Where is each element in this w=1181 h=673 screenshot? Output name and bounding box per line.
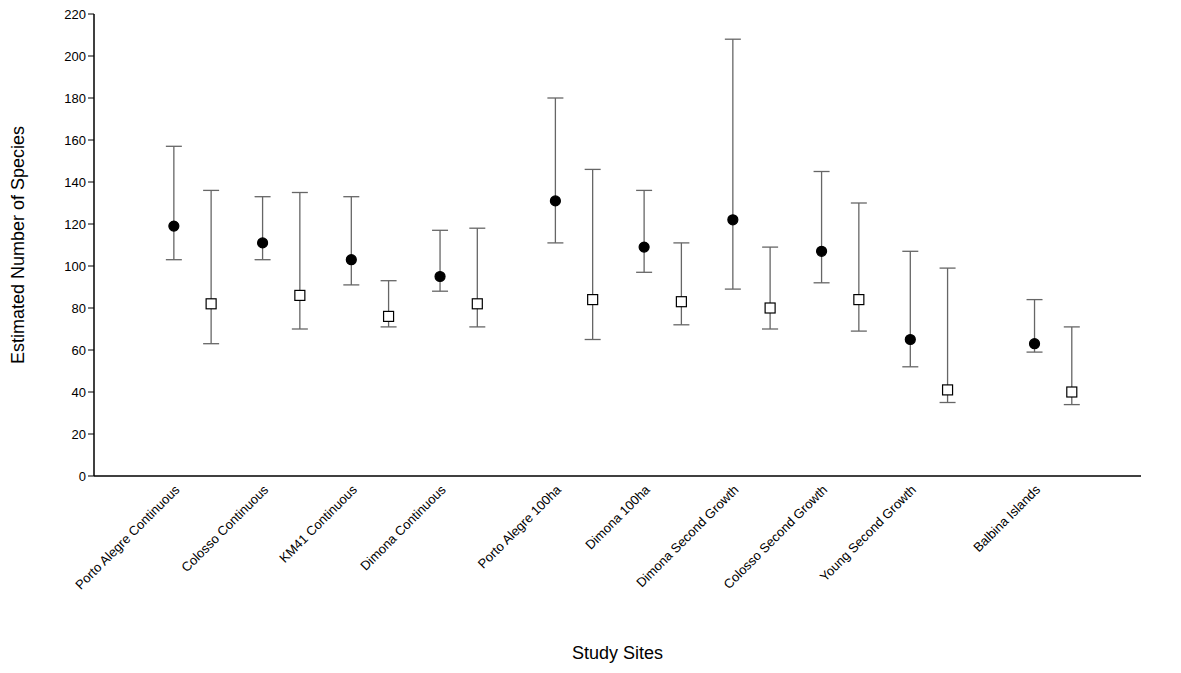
svg-text:40: 40 <box>72 385 86 400</box>
svg-text:Balbina Islands: Balbina Islands <box>970 482 1043 555</box>
svg-text:0: 0 <box>79 469 86 484</box>
svg-text:20: 20 <box>72 427 86 442</box>
svg-text:100: 100 <box>64 259 86 274</box>
svg-text:Young Second Growth: Young Second Growth <box>817 482 919 584</box>
svg-text:60: 60 <box>72 343 86 358</box>
svg-text:200: 200 <box>64 49 86 64</box>
svg-text:180: 180 <box>64 91 86 106</box>
svg-text:Dimona 100ha: Dimona 100ha <box>582 482 653 553</box>
svg-text:Colosso Second Growth: Colosso Second Growth <box>720 482 830 592</box>
svg-text:120: 120 <box>64 217 86 232</box>
svg-text:Estimated Number of Species: Estimated Number of Species <box>8 126 28 364</box>
svg-text:220: 220 <box>64 7 86 22</box>
svg-text:Porto Alegre Continuous: Porto Alegre Continuous <box>72 482 183 593</box>
svg-text:Dimona Second Growth: Dimona Second Growth <box>633 482 741 590</box>
svg-text:Porto Alegre 100ha: Porto Alegre 100ha <box>475 482 565 572</box>
svg-text:140: 140 <box>64 175 86 190</box>
svg-text:80: 80 <box>72 301 86 316</box>
svg-text:Study Sites: Study Sites <box>572 643 663 663</box>
svg-text:Dimona Continuous: Dimona Continuous <box>357 482 449 574</box>
svg-text:160: 160 <box>64 133 86 148</box>
svg-text:KM41 Continuous: KM41 Continuous <box>276 482 360 566</box>
svg-text:Colosso Continuous: Colosso Continuous <box>178 482 271 575</box>
